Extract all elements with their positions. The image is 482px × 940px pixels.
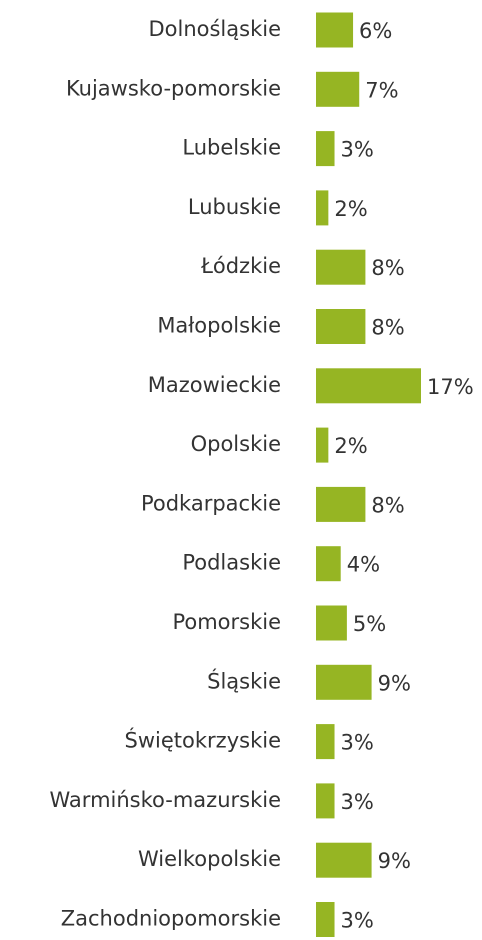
value-label: 7% (365, 78, 398, 102)
value-label: 6% (359, 19, 392, 43)
value-label: 2% (334, 197, 367, 221)
bar (316, 902, 335, 937)
category-label: Opolskie (191, 432, 281, 456)
category-label: Śląskie (207, 668, 281, 693)
value-label: 17% (427, 375, 474, 399)
bar (316, 131, 335, 167)
value-label: 8% (371, 316, 404, 340)
bar (316, 190, 329, 226)
category-label: Lubuskie (188, 195, 281, 219)
category-label: Mazowieckie (148, 373, 281, 397)
value-label: 3% (341, 138, 374, 162)
bar (316, 12, 354, 48)
value-label: 9% (378, 671, 411, 695)
category-label: Łódzkie (200, 254, 281, 278)
category-label: Świętokrzyskie (125, 728, 281, 753)
bar (316, 664, 372, 700)
bar (316, 249, 366, 285)
value-label: 2% (334, 434, 367, 458)
category-label: Podkarpackie (141, 491, 281, 515)
value-label: 3% (341, 909, 374, 933)
category-label: Warmińsko-mazurskie (50, 788, 281, 812)
bar (316, 309, 366, 344)
bar (316, 783, 335, 819)
value-label: 3% (341, 790, 374, 814)
value-label: 8% (371, 493, 404, 517)
category-label: Małopolskie (157, 314, 281, 338)
bar (316, 486, 366, 522)
bar (316, 368, 421, 404)
bar (316, 71, 360, 107)
bar (316, 427, 329, 463)
category-label: Lubelskie (182, 136, 281, 160)
value-label: 8% (371, 256, 404, 280)
value-label: 4% (347, 553, 380, 577)
value-label: 5% (353, 612, 386, 636)
category-label: Dolnośląskie (148, 17, 281, 41)
value-label: 3% (341, 731, 374, 755)
category-label: Kujawsko-pomorskie (66, 76, 281, 100)
bar (316, 842, 372, 878)
category-label: Podlaskie (182, 551, 281, 575)
category-label: Pomorskie (172, 610, 281, 634)
bar (316, 546, 341, 582)
bar (316, 605, 347, 641)
bar (316, 724, 335, 760)
category-label: Wielkopolskie (138, 847, 281, 871)
value-label: 9% (378, 849, 411, 873)
category-label: Zachodniopomorskie (61, 907, 281, 931)
